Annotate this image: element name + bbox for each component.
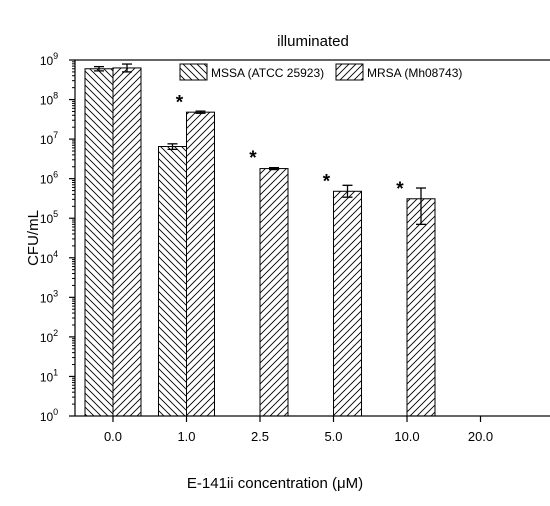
- error-bars-layer: [94, 63, 426, 225]
- y-tick-label: 105: [40, 209, 58, 226]
- x-tick-label: 5.0: [324, 429, 342, 444]
- y-tick-label: 100: [40, 407, 58, 424]
- error-bar: [195, 110, 206, 114]
- error-bar: [94, 65, 104, 72]
- y-tick-label: 107: [40, 130, 58, 147]
- bar-mrsa-5.0: [333, 190, 362, 417]
- y-tick-label: 104: [40, 249, 58, 266]
- y-tick-label: 101: [40, 367, 58, 384]
- x-tick-label: 1.0: [177, 429, 195, 444]
- x-tick-label: 2.5: [251, 429, 269, 444]
- significance-markers: * * * *: [176, 93, 405, 201]
- legend: MSSA (ATCC 25923) MRSA (Mh08743): [179, 63, 462, 81]
- bar-mrsa-1.0: [186, 111, 215, 417]
- y-tick-label: 103: [40, 288, 58, 305]
- y-tick-label: 109: [40, 51, 58, 68]
- error-bar: [269, 166, 279, 171]
- x-axis-label: E-141ii concentration (μM): [187, 475, 363, 492]
- bar-mrsa-10.0: [406, 198, 436, 417]
- plot-frame: [74, 59, 550, 417]
- x-tick-label: 10.0: [394, 429, 419, 444]
- significance-star: *: [249, 148, 257, 169]
- y-tick-label: 106: [40, 170, 58, 187]
- y-tick-label: 102: [40, 328, 58, 345]
- x-tick-label: 0.0: [104, 429, 122, 444]
- significance-star: *: [176, 93, 184, 114]
- bar-mssa-1.0: [158, 146, 187, 417]
- significance-star: *: [396, 179, 404, 200]
- y-axis: 100 101 102 103 104 105 106 107 108 109: [40, 51, 75, 424]
- y-axis-label: CFU/mL: [25, 210, 42, 266]
- bar-mrsa-0.0: [112, 67, 142, 417]
- legend-swatch: [335, 63, 364, 81]
- y-tick-label: 108: [40, 91, 58, 108]
- error-bar: [167, 143, 178, 151]
- legend-label: MRSA (Mh08743): [367, 66, 462, 80]
- legend-swatch: [179, 63, 208, 81]
- bar-mssa-0.0: [84, 68, 114, 417]
- error-bar: [122, 63, 132, 73]
- bars-layer: [84, 67, 436, 417]
- error-bar: [416, 187, 426, 225]
- bar-mrsa-2.5: [259, 168, 289, 417]
- error-bar: [342, 184, 353, 198]
- chart-title: illuminated: [277, 33, 349, 50]
- significance-star: *: [323, 172, 331, 193]
- x-tick-label: 20.0: [468, 429, 493, 444]
- legend-label: MSSA (ATCC 25923): [211, 66, 324, 80]
- x-axis: 0.0 1.0 2.5 5.0 10.0 20.0: [104, 416, 493, 444]
